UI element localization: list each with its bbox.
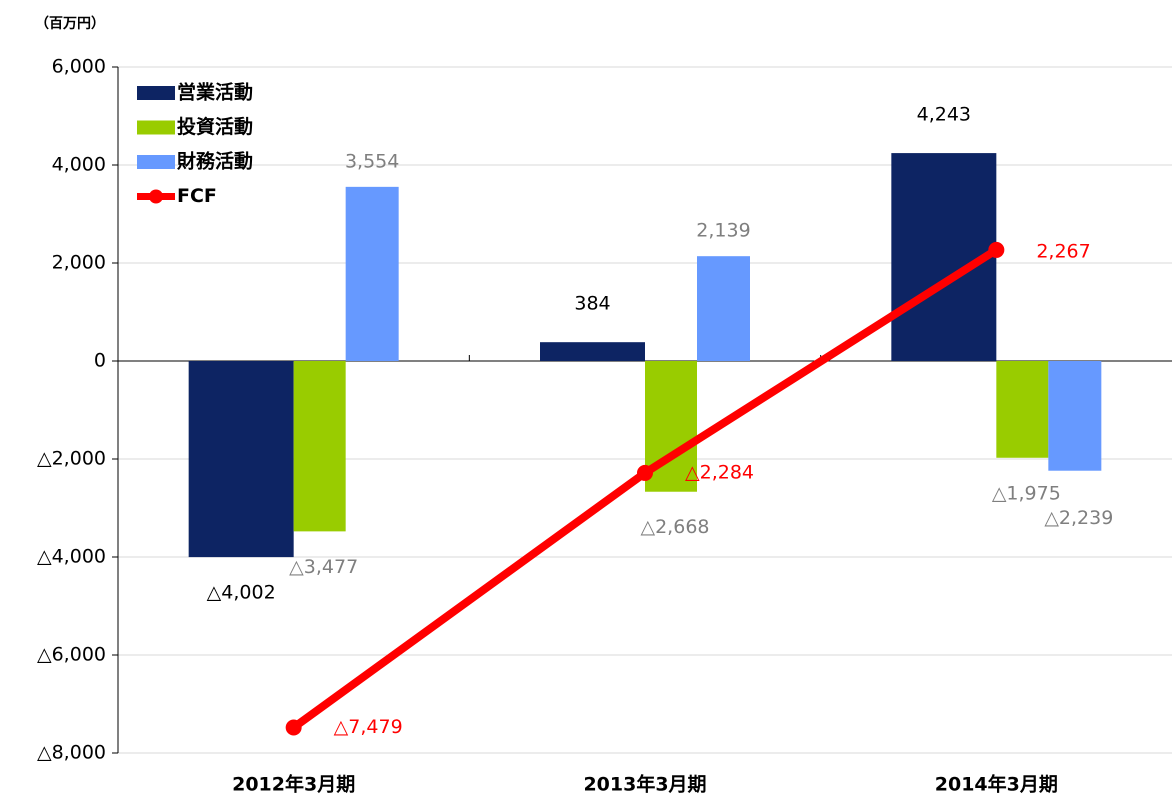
y-tick-label: △2,000	[37, 448, 106, 470]
bar	[540, 342, 645, 361]
y-tick-label: 2,000	[52, 252, 106, 274]
x-tick-label: 2014年3月期	[935, 773, 1058, 796]
value-label: 2,139	[696, 220, 750, 242]
value-label: 3,554	[345, 150, 399, 172]
fcf-point	[637, 464, 653, 481]
legend-swatch	[137, 86, 175, 100]
legend-label: FCF	[177, 185, 217, 207]
bar	[697, 256, 750, 361]
legend-swatch	[137, 155, 175, 169]
value-label: △2,668	[640, 516, 709, 538]
legend-label: 営業活動	[177, 81, 253, 104]
y-tick-label: △6,000	[37, 644, 106, 666]
value-label: △4,002	[207, 582, 276, 604]
legend-swatch	[137, 120, 175, 135]
value-label: △2,284	[685, 461, 754, 483]
value-label: △3,477	[289, 556, 358, 578]
y-tick-label: 4,000	[52, 154, 106, 176]
y-tick-label: △8,000	[37, 742, 106, 764]
value-label: 4,243	[917, 104, 971, 126]
bar	[1048, 361, 1102, 471]
fcf-point	[988, 241, 1005, 258]
y-tick-label: 6,000	[52, 56, 106, 78]
bar	[188, 361, 294, 558]
fcf-point	[285, 719, 302, 736]
legend-label: 財務活動	[177, 150, 253, 173]
y-axis-label: （百万円）	[35, 16, 105, 32]
legend-label: 投資活動	[177, 115, 253, 138]
bar	[293, 361, 346, 532]
x-tick-label: 2013年3月期	[583, 773, 706, 796]
value-label: △1,975	[992, 482, 1061, 504]
x-tick-label: 2012年3月期	[232, 773, 355, 796]
legend-marker	[149, 189, 163, 204]
value-label: 2,267	[1036, 240, 1090, 262]
y-tick-label: 0	[94, 350, 106, 372]
bar	[996, 361, 1049, 458]
value-label: 384	[574, 293, 610, 315]
y-tick-label: △4,000	[37, 546, 106, 568]
bar	[345, 186, 399, 361]
value-label: △2,239	[1044, 507, 1113, 529]
value-label: △7,479	[334, 716, 403, 738]
